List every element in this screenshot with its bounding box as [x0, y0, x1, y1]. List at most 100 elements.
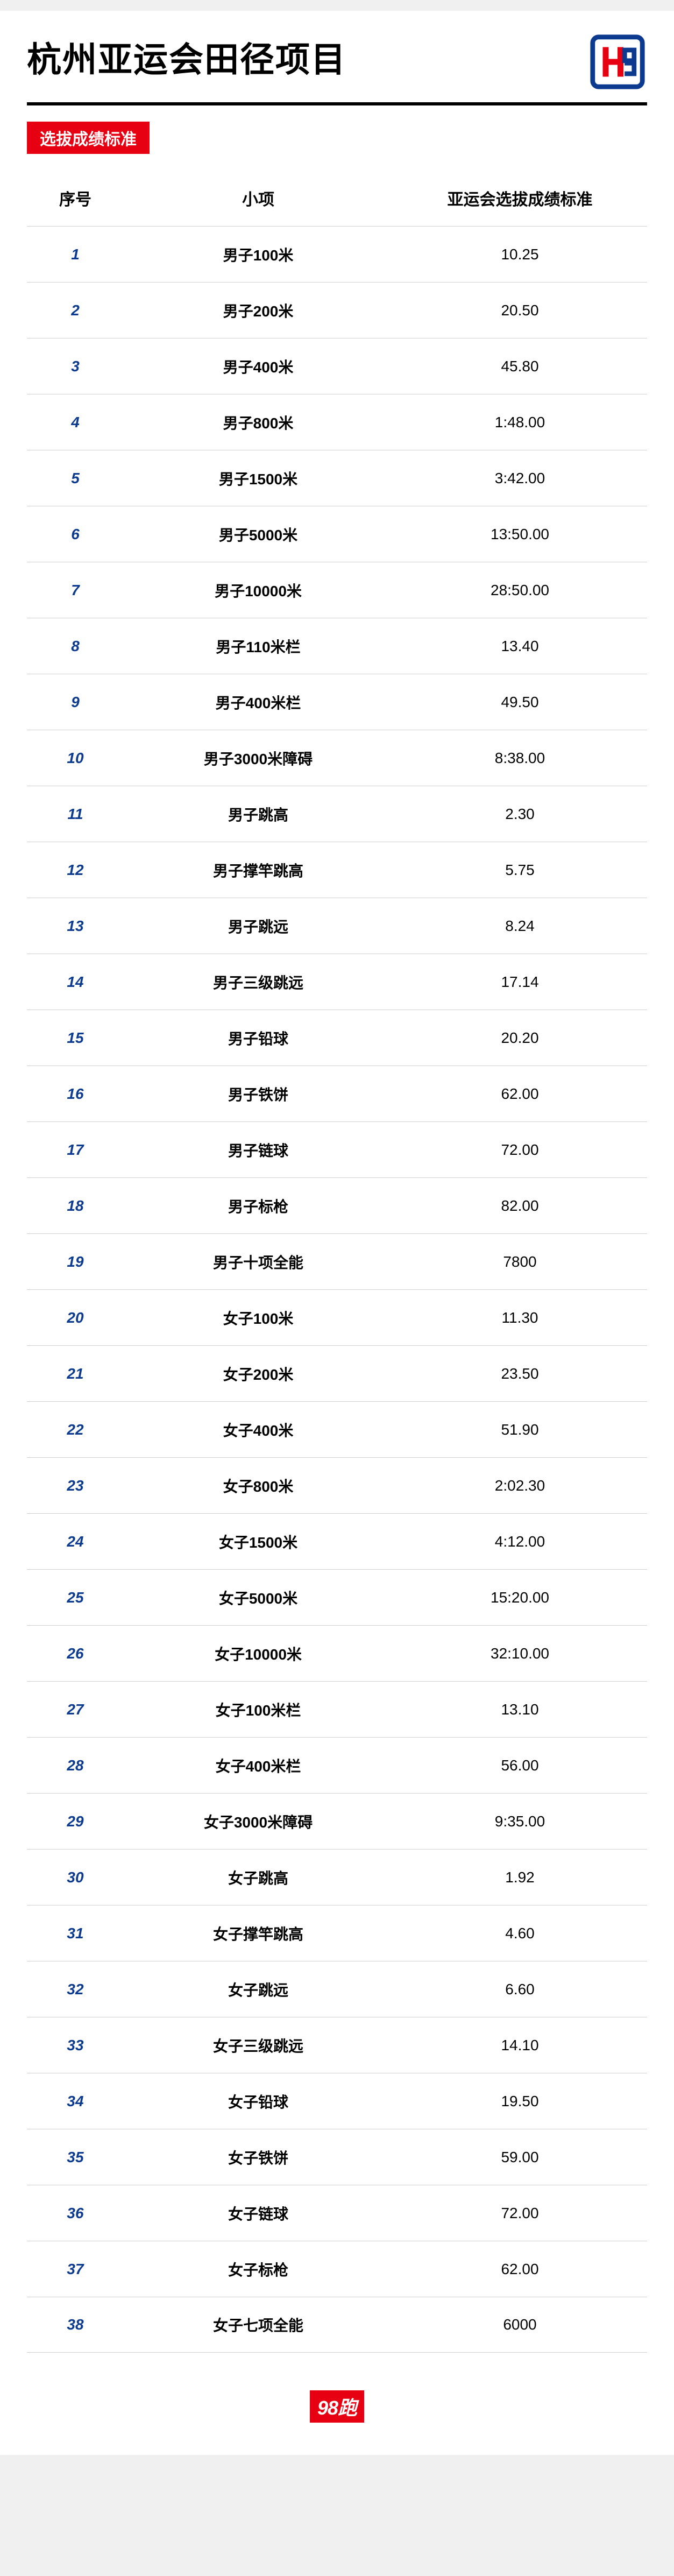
table-row: 8男子110米栏13.40	[27, 618, 647, 674]
row-event: 男子十项全能	[124, 1251, 393, 1273]
row-standard: 6000	[393, 2316, 647, 2333]
row-index: 13	[27, 918, 124, 935]
row-event: 女子跳高	[124, 1867, 393, 1888]
table-row: 27女子100米栏13.10	[27, 1681, 647, 1737]
row-event: 男子铁饼	[124, 1083, 393, 1105]
row-index: 30	[27, 1869, 124, 1886]
row-event: 男子三级跳远	[124, 971, 393, 993]
row-standard: 45.80	[393, 358, 647, 375]
card: 杭州亚运会田径项目 选拔成绩标准 序号 小项 亚运会选拔成绩标准 1男子100米…	[0, 11, 674, 2455]
row-standard: 82.00	[393, 1197, 647, 1215]
table-row: 18男子标枪82.00	[27, 1177, 647, 1233]
row-event: 女子10000米	[124, 1643, 393, 1664]
table-row: 35女子铁饼59.00	[27, 2129, 647, 2185]
row-standard: 4:12.00	[393, 1533, 647, 1550]
table-header: 序号 小项 亚运会选拔成绩标准	[27, 175, 647, 226]
row-index: 20	[27, 1309, 124, 1326]
row-index: 28	[27, 1757, 124, 1774]
row-index: 34	[27, 2093, 124, 2110]
row-standard: 14.10	[393, 2037, 647, 2054]
row-event: 女子三级跳远	[124, 2035, 393, 2056]
page-title: 杭州亚运会田径项目	[27, 32, 346, 82]
row-event: 女子400米	[124, 1419, 393, 1441]
row-index: 31	[27, 1925, 124, 1942]
row-standard: 2:02.30	[393, 1477, 647, 1494]
row-index: 33	[27, 2037, 124, 2054]
table-row: 31女子撑竿跳高4.60	[27, 1905, 647, 1961]
row-event: 男子100米	[124, 244, 393, 265]
row-standard: 2.30	[393, 806, 647, 823]
row-index: 3	[27, 358, 124, 375]
row-index: 12	[27, 862, 124, 879]
row-standard: 17.14	[393, 973, 647, 991]
row-standard: 56.00	[393, 1757, 647, 1774]
footer: 98跑	[27, 2390, 647, 2423]
row-standard: 32:10.00	[393, 1645, 647, 1662]
row-index: 1	[27, 246, 124, 263]
row-index: 15	[27, 1029, 124, 1047]
row-event: 男子跳远	[124, 915, 393, 937]
row-index: 37	[27, 2261, 124, 2278]
row-event: 女子标枪	[124, 2259, 393, 2280]
row-standard: 19.50	[393, 2093, 647, 2110]
row-index: 14	[27, 973, 124, 991]
table-row: 12男子撑竿跳高5.75	[27, 842, 647, 898]
table-row: 21女子200米23.50	[27, 1345, 647, 1401]
row-standard: 49.50	[393, 694, 647, 711]
row-event: 男子400米	[124, 356, 393, 377]
row-standard: 1.92	[393, 1869, 647, 1886]
row-event: 男子1500米	[124, 468, 393, 489]
row-standard: 20.20	[393, 1029, 647, 1047]
row-index: 4	[27, 414, 124, 431]
row-event: 男子撑竿跳高	[124, 859, 393, 881]
brand-logo-icon	[588, 32, 647, 91]
row-event: 男子800米	[124, 412, 393, 433]
row-standard: 4.60	[393, 1925, 647, 1942]
row-index: 6	[27, 526, 124, 543]
table-row: 24女子1500米4:12.00	[27, 1513, 647, 1569]
row-event: 女子铅球	[124, 2091, 393, 2112]
table-row: 33女子三级跳远14.10	[27, 2017, 647, 2073]
table-row: 23女子800米2:02.30	[27, 1457, 647, 1513]
row-standard: 3:42.00	[393, 470, 647, 487]
row-standard: 59.00	[393, 2149, 647, 2166]
table-row: 37女子标枪62.00	[27, 2241, 647, 2297]
table-row: 14男子三级跳远17.14	[27, 954, 647, 1010]
row-standard: 15:20.00	[393, 1589, 647, 1606]
column-header-index: 序号	[27, 186, 124, 210]
row-index: 23	[27, 1477, 124, 1494]
row-index: 25	[27, 1589, 124, 1606]
row-index: 21	[27, 1365, 124, 1382]
row-event: 女子100米	[124, 1307, 393, 1329]
table-row: 36女子链球72.00	[27, 2185, 647, 2241]
row-standard: 28:50.00	[393, 582, 647, 599]
row-index: 32	[27, 1981, 124, 1998]
row-index: 7	[27, 582, 124, 599]
table-row: 15男子铅球20.20	[27, 1010, 647, 1065]
table-row: 10男子3000米障碍8:38.00	[27, 730, 647, 786]
row-standard: 8:38.00	[393, 750, 647, 767]
header: 杭州亚运会田径项目	[27, 32, 647, 105]
row-standard: 8.24	[393, 918, 647, 935]
table-row: 16男子铁饼62.00	[27, 1065, 647, 1121]
row-event: 男子铅球	[124, 1027, 393, 1049]
row-standard: 7800	[393, 1253, 647, 1271]
row-standard: 62.00	[393, 1085, 647, 1103]
row-standard: 13:50.00	[393, 526, 647, 543]
table-row: 28女子400米栏56.00	[27, 1737, 647, 1793]
row-standard: 51.90	[393, 1421, 647, 1438]
table-row: 20女子100米11.30	[27, 1289, 647, 1345]
table-row: 1男子100米10.25	[27, 226, 647, 282]
row-event: 女子铁饼	[124, 2147, 393, 2168]
row-event: 女子400米栏	[124, 1755, 393, 1776]
row-index: 11	[27, 806, 124, 823]
row-standard: 5.75	[393, 862, 647, 879]
row-event: 女子5000米	[124, 1587, 393, 1608]
table-row: 17男子链球72.00	[27, 1121, 647, 1177]
footer-brand-icon: 98跑	[310, 2390, 364, 2423]
row-event: 女子200米	[124, 1363, 393, 1385]
row-index: 22	[27, 1421, 124, 1438]
table-row: 26女子10000米32:10.00	[27, 1625, 647, 1681]
row-event: 女子撑竿跳高	[124, 1923, 393, 1944]
column-header-standard: 亚运会选拔成绩标准	[393, 186, 647, 210]
